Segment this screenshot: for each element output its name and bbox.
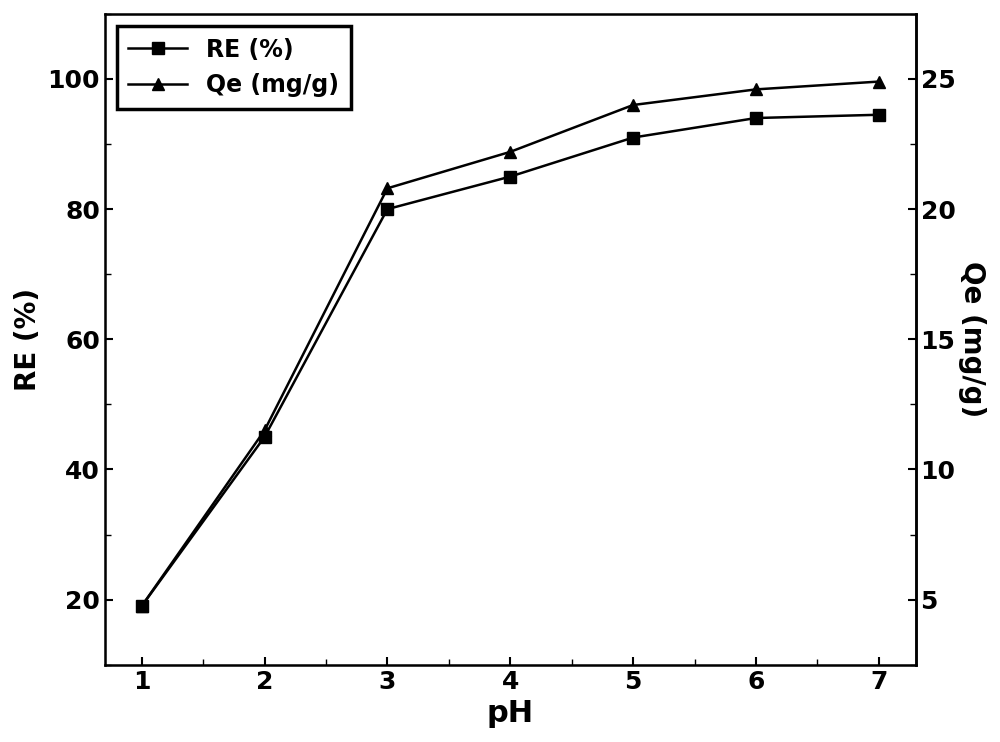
Qe (mg/g) — [627, 101, 639, 110]
Qe (mg/g) — [381, 184, 393, 193]
Qe (mg/g) — [504, 148, 516, 157]
RE (%) — [750, 114, 762, 122]
RE (%) — [259, 433, 271, 441]
Y-axis label: Qe (mg/g): Qe (mg/g) — [958, 261, 986, 418]
Line: RE (%): RE (%) — [135, 108, 885, 612]
Qe (mg/g) — [136, 602, 148, 611]
RE (%) — [381, 205, 393, 214]
Qe (mg/g) — [873, 77, 885, 86]
X-axis label: pH: pH — [487, 699, 534, 728]
RE (%) — [627, 133, 639, 142]
RE (%) — [873, 111, 885, 119]
Line: Qe (mg/g): Qe (mg/g) — [135, 76, 885, 612]
Legend: RE (%), Qe (mg/g): RE (%), Qe (mg/g) — [117, 26, 351, 109]
Y-axis label: RE (%): RE (%) — [14, 288, 42, 391]
RE (%) — [136, 602, 148, 611]
Qe (mg/g) — [259, 426, 271, 435]
Qe (mg/g) — [750, 85, 762, 93]
RE (%) — [504, 172, 516, 181]
